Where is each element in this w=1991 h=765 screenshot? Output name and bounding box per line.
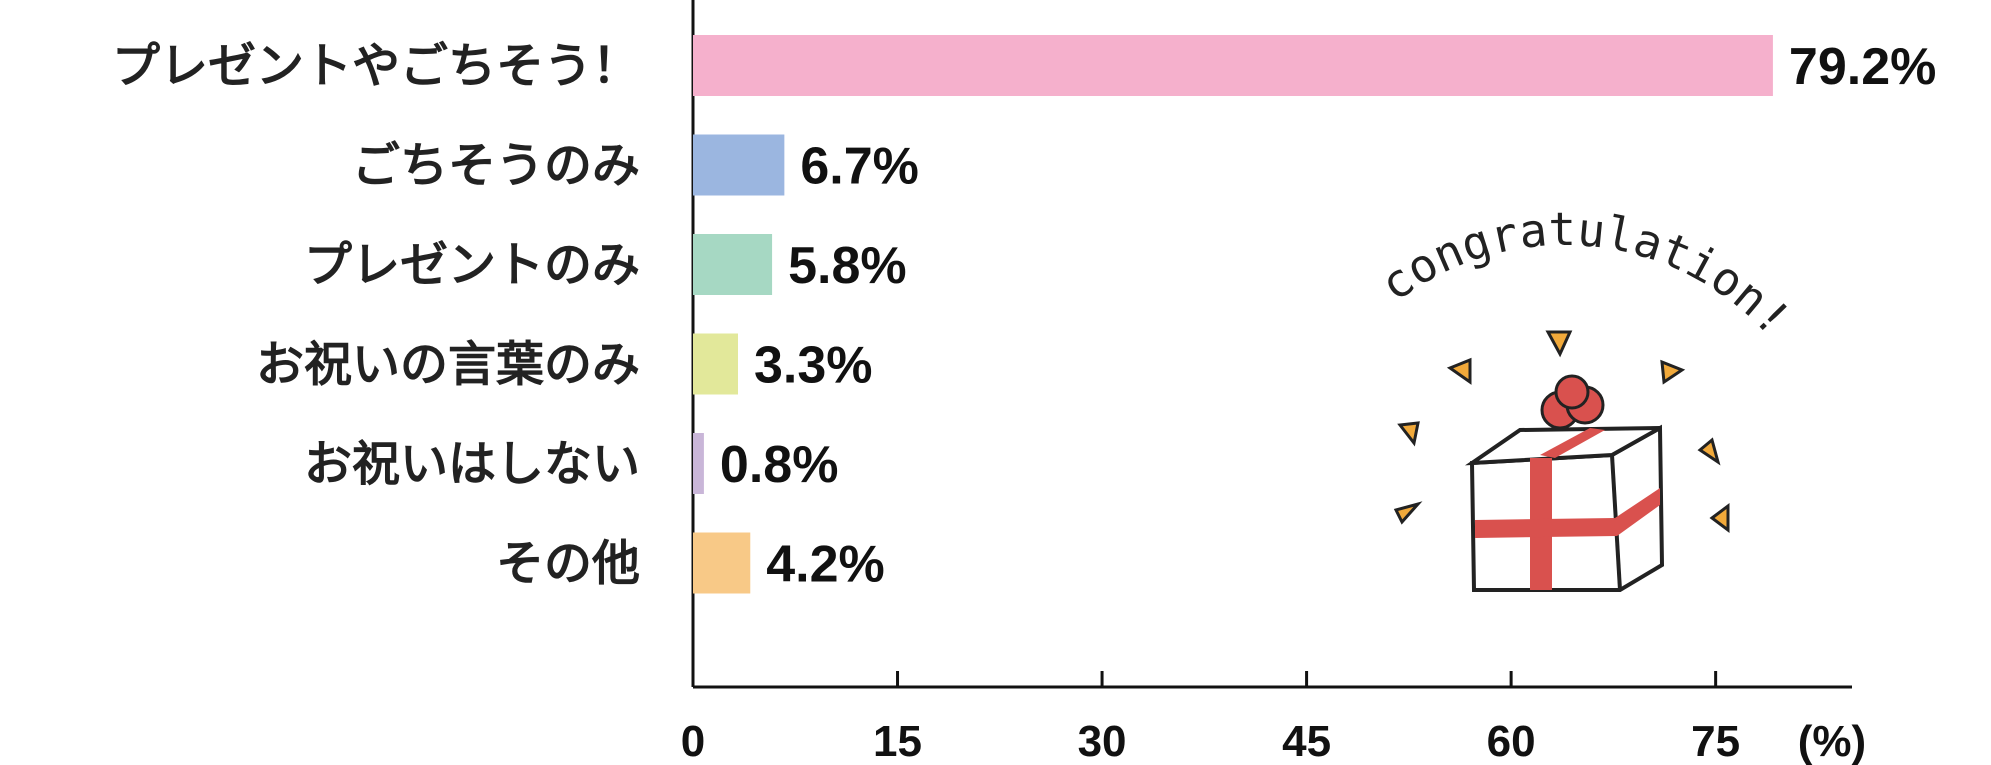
bar <box>693 234 773 295</box>
x-tick-label: 30 <box>1078 717 1127 765</box>
value-label: 0.8% <box>720 436 839 494</box>
bar <box>693 35 1773 96</box>
category-label: プレゼントやごちそう！ <box>112 38 640 94</box>
category-label: プレゼントのみ <box>304 237 640 293</box>
category-label: お祝いの言葉のみ <box>256 337 640 393</box>
value-label: 5.8% <box>788 237 907 295</box>
value-label: 4.2% <box>766 536 885 594</box>
x-tick-label: 75 <box>1691 717 1740 765</box>
x-unit: (%) <box>1798 717 1866 765</box>
x-tick-label: 60 <box>1487 717 1536 765</box>
value-label: 3.3% <box>754 337 873 395</box>
value-label: 79.2% <box>1789 38 1936 96</box>
bar <box>693 134 785 196</box>
x-tick-label: 15 <box>873 717 922 765</box>
category-label: お祝いはしない <box>304 436 640 492</box>
bar <box>693 333 738 395</box>
category-label: ごちそうのみ <box>352 138 640 194</box>
gift-illustration <box>1393 330 1730 592</box>
x-tick-label: 0 <box>681 717 705 765</box>
annotation-text: congratulation! <box>1370 202 1802 346</box>
value-label: 6.7% <box>800 138 919 196</box>
bar <box>693 532 751 594</box>
annotation: congratulation! <box>1370 202 1802 346</box>
bar <box>693 433 704 494</box>
category-label: その他 <box>496 536 640 592</box>
x-tick-label: 45 <box>1282 717 1331 765</box>
